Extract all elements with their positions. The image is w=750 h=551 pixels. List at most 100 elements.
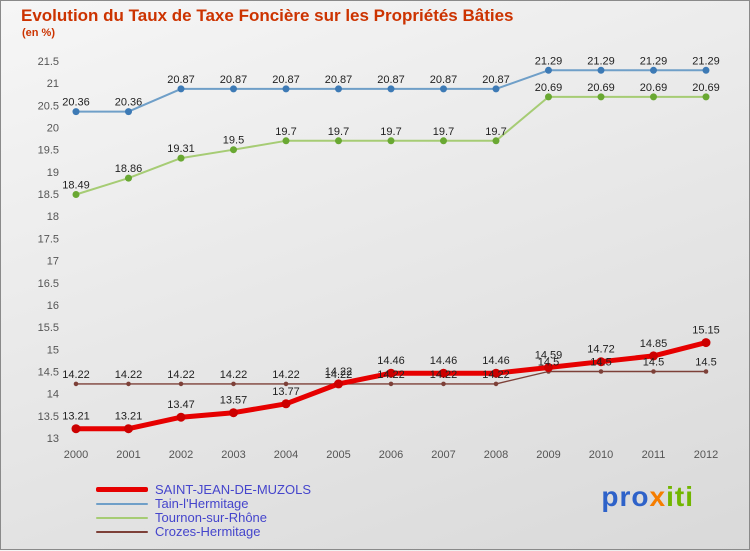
- value-label-tournon-sur-rh-ne: 20.69: [535, 82, 563, 94]
- legend-swatch-tain-l-hermitage: [96, 502, 148, 505]
- y-tick-label: 17.5: [38, 233, 59, 245]
- value-label-saint-jean-de-muzols: 14.72: [587, 344, 615, 356]
- legend-item-tournon-sur-rh-ne: Tournon-sur-Rhône: [96, 511, 311, 524]
- series-point-crozes-hermitage: [651, 369, 656, 374]
- series-point-crozes-hermitage: [441, 381, 446, 387]
- value-label-saint-jean-de-muzols: 13.21: [62, 411, 90, 423]
- value-label-tain-l-hermitage: 20.87: [167, 74, 195, 86]
- legend-label-saint-jean-de-muzols: SAINT-JEAN-DE-MUZOLS: [155, 482, 312, 497]
- series-point-crozes-hermitage: [178, 381, 184, 387]
- value-label-tournon-sur-rh-ne: 19.7: [380, 126, 401, 138]
- y-tick-label: 18.5: [38, 189, 59, 201]
- value-label-saint-jean-de-muzols: 13.57: [220, 395, 248, 407]
- x-tick-label: 2011: [642, 449, 666, 461]
- series-point-tournon-sur-rh-ne: [72, 191, 80, 198]
- value-label-crozes-hermitage: 14.22: [430, 369, 458, 381]
- series-point-tournon-sur-rh-ne: [545, 93, 552, 101]
- series-point-tain-l-hermitage: [702, 66, 710, 74]
- series-point-tain-l-hermitage: [177, 85, 185, 93]
- value-label-tain-l-hermitage: 20.87: [430, 74, 458, 86]
- value-label-tournon-sur-rh-ne: 20.69: [640, 82, 668, 94]
- value-label-crozes-hermitage: 14.5: [590, 357, 611, 369]
- series-point-saint-jean-de-muzols: [596, 357, 606, 367]
- value-label-saint-jean-de-muzols: 14.22: [325, 366, 353, 378]
- series-point-tournon-sur-rh-ne: [440, 137, 447, 145]
- x-tick-label: 2008: [484, 449, 508, 461]
- y-tick-label: 15.5: [38, 322, 59, 334]
- series-point-tain-l-hermitage: [440, 85, 447, 93]
- value-label-tain-l-hermitage: 20.36: [115, 97, 143, 109]
- value-label-saint-jean-de-muzols: 14.46: [430, 355, 458, 367]
- series-point-saint-jean-de-muzols: [176, 412, 186, 422]
- series-point-tournon-sur-rh-ne: [230, 146, 237, 154]
- value-label-saint-jean-de-muzols: 13.77: [272, 386, 300, 398]
- value-label-crozes-hermitage: 14.22: [482, 369, 510, 381]
- legend-item-tain-l-hermitage: Tain-l'Hermitage: [96, 497, 311, 510]
- y-tick-label: 18: [47, 211, 59, 223]
- x-tick-label: 2006: [379, 449, 403, 461]
- y-tick-label: 15: [47, 344, 59, 356]
- x-tick-label: 2009: [536, 449, 560, 461]
- value-label-tain-l-hermitage: 20.87: [377, 74, 405, 86]
- value-label-tain-l-hermitage: 20.87: [325, 74, 353, 86]
- series-point-tournon-sur-rh-ne: [282, 137, 290, 145]
- value-label-tournon-sur-rh-ne: 20.69: [587, 82, 615, 94]
- value-label-tain-l-hermitage: 21.29: [640, 55, 668, 67]
- series-point-tain-l-hermitage: [125, 108, 132, 116]
- y-tick-label: 20: [47, 123, 59, 135]
- series-point-tournon-sur-rh-ne: [125, 174, 132, 182]
- series-point-saint-jean-de-muzols: [649, 351, 658, 361]
- legend-item-saint-jean-de-muzols: SAINT-JEAN-DE-MUZOLS: [96, 483, 311, 496]
- series-point-crozes-hermitage: [493, 381, 499, 387]
- y-tick-label: 13: [47, 433, 59, 445]
- y-tick-label: 21: [47, 78, 59, 90]
- value-label-crozes-hermitage: 14.22: [272, 369, 300, 381]
- x-tick-label: 2007: [431, 449, 455, 461]
- series-point-saint-jean-de-muzols: [281, 399, 291, 409]
- series-point-tain-l-hermitage: [545, 66, 552, 74]
- legend-swatch-tournon-sur-rh-ne: [96, 516, 148, 519]
- value-label-saint-jean-de-muzols: 13.21: [115, 411, 143, 423]
- value-label-saint-jean-de-muzols: 13.47: [167, 399, 195, 411]
- y-tick-label: 16.5: [38, 278, 59, 290]
- value-label-tournon-sur-rh-ne: 20.69: [692, 82, 720, 94]
- series-point-crozes-hermitage: [598, 369, 604, 374]
- value-label-saint-jean-de-muzols: 14.46: [377, 355, 405, 367]
- series-point-tain-l-hermitage: [492, 85, 500, 93]
- y-tick-label: 20.5: [38, 100, 59, 112]
- chart-subtitle: (en %): [22, 27, 55, 39]
- series-point-tournon-sur-rh-ne: [177, 154, 185, 162]
- logo-letter: pro: [601, 481, 650, 512]
- x-tick-label: 2004: [274, 449, 298, 461]
- y-tick-label: 14.5: [38, 367, 59, 379]
- logo-letter: iti: [666, 481, 694, 512]
- value-label-tain-l-hermitage: 20.36: [62, 97, 90, 109]
- legend-label-tain-l-hermitage: Tain-l'Hermitage: [155, 496, 249, 511]
- logo-letter: x: [649, 481, 667, 512]
- value-label-tain-l-hermitage: 20.87: [220, 74, 248, 86]
- series-point-saint-jean-de-muzols: [491, 368, 501, 378]
- value-label-tain-l-hermitage: 21.29: [587, 55, 615, 67]
- series-point-tain-l-hermitage: [597, 66, 605, 74]
- series-point-saint-jean-de-muzols: [386, 368, 396, 378]
- series-point-saint-jean-de-muzols: [124, 424, 133, 434]
- legend-swatch-saint-jean-de-muzols: [96, 487, 148, 492]
- value-label-saint-jean-de-muzols: 14.85: [640, 338, 668, 350]
- series-point-crozes-hermitage: [283, 381, 289, 387]
- series-point-tournon-sur-rh-ne: [335, 137, 342, 145]
- x-tick-label: 2003: [221, 449, 245, 461]
- value-label-crozes-hermitage: 14.22: [115, 369, 143, 381]
- value-label-tournon-sur-rh-ne: 19.7: [275, 126, 296, 138]
- series-point-tain-l-hermitage: [230, 85, 237, 93]
- value-label-saint-jean-de-muzols: 14.46: [482, 355, 510, 367]
- chart-legend: SAINT-JEAN-DE-MUZOLS Tain-l'Hermitage Tour…: [96, 483, 311, 538]
- value-label-tournon-sur-rh-ne: 18.86: [115, 163, 143, 175]
- y-tick-label: 16: [47, 300, 59, 312]
- series-point-tain-l-hermitage: [282, 85, 290, 93]
- series-point-tournon-sur-rh-ne: [650, 93, 657, 101]
- series-point-saint-jean-de-muzols: [71, 424, 81, 434]
- y-tick-label: 21.5: [38, 56, 59, 68]
- series-point-saint-jean-de-muzols: [334, 379, 343, 389]
- value-label-saint-jean-de-muzols: 15.15: [692, 325, 720, 337]
